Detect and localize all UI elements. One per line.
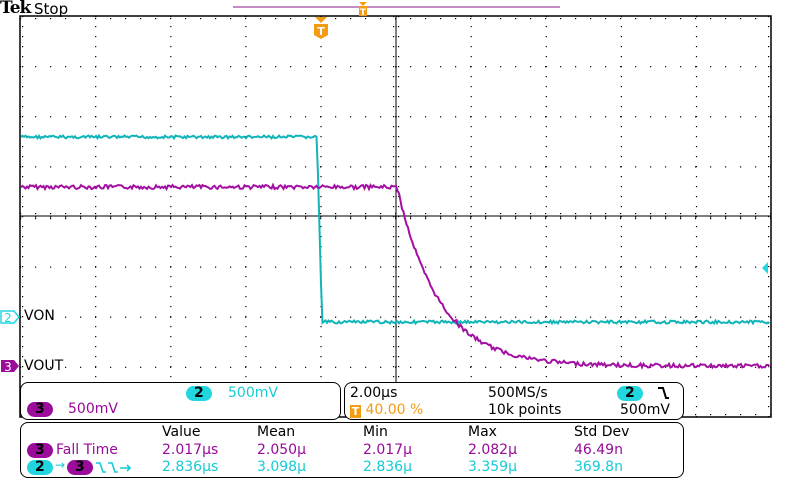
arrow-icon: → bbox=[55, 458, 66, 472]
ch3-label: VOUT bbox=[24, 358, 64, 374]
svg-text:2: 2 bbox=[4, 311, 12, 325]
value: 2.836µs bbox=[162, 459, 219, 475]
ch3-ground-marker-icon: 3 bbox=[1, 360, 19, 374]
svg-text:T: T bbox=[360, 8, 367, 18]
header-max: Max bbox=[468, 424, 497, 440]
time-per-div[interactable]: 2.00µs bbox=[350, 385, 398, 401]
trigger-position-marker-icon: T bbox=[314, 17, 328, 39]
channel-scale-panel[interactable]: 2 500mV 3 500mV bbox=[20, 382, 341, 420]
mean: 3.098µ bbox=[257, 459, 306, 475]
falling-edge-icon bbox=[658, 387, 669, 399]
header-mean: Mean bbox=[257, 424, 296, 440]
svg-text:3: 3 bbox=[4, 360, 12, 374]
header-std-dev: Std Dev bbox=[574, 424, 630, 440]
std-dev: 369.8n bbox=[574, 459, 623, 475]
ch2-scale[interactable]: 500mV bbox=[228, 385, 278, 401]
header-value: Value bbox=[162, 424, 201, 440]
min: 2.017µ bbox=[363, 442, 412, 458]
svg-text:T: T bbox=[317, 25, 325, 38]
ch2-badge[interactable]: 2 bbox=[186, 386, 212, 401]
trigger-icon: T bbox=[350, 405, 361, 418]
trigger-position-value[interactable]: 40.00 % bbox=[365, 402, 424, 418]
source-badge: 2 bbox=[27, 460, 53, 475]
ch2-label: VON bbox=[24, 308, 55, 324]
std-dev: 46.49n bbox=[574, 442, 623, 458]
max: 3.359µ bbox=[468, 459, 517, 475]
mean: 2.050µ bbox=[257, 442, 306, 458]
trigger-level-arrow-icon bbox=[762, 262, 768, 274]
value: 2.017µs bbox=[162, 442, 219, 458]
trigger-position: T 40.00 % bbox=[350, 402, 423, 418]
trigger-level[interactable]: 500mV bbox=[620, 402, 670, 418]
ch3-waveform bbox=[20, 182, 771, 370]
graticule bbox=[20, 16, 772, 418]
max: 2.082µ bbox=[468, 442, 517, 458]
trigger-source-badge[interactable]: 2 bbox=[617, 386, 643, 401]
source-badge: 3 bbox=[27, 443, 53, 458]
sample-rate: 500MS/s bbox=[488, 385, 548, 401]
ch2-ground-marker-icon: 2 bbox=[0, 310, 20, 325]
horizontal-trigger-panel[interactable]: 2.00µs T 40.00 % 500MS/s 10k points 2 50… bbox=[344, 382, 684, 420]
ch3-scale[interactable]: 500mV bbox=[68, 401, 118, 417]
record-length[interactable]: 10k points bbox=[488, 402, 562, 418]
header-min: Min bbox=[363, 424, 388, 440]
acquisition-status: Stop bbox=[34, 0, 69, 18]
ch3-badge[interactable]: 3 bbox=[27, 402, 53, 417]
tek-logo: Tek bbox=[0, 0, 31, 18]
ch2-waveform bbox=[20, 133, 771, 326]
measurements-panel[interactable]: Value Mean Min Max Std Dev 3 Fall Time 2… bbox=[20, 422, 684, 478]
measurement-name: Fall Time bbox=[56, 442, 118, 458]
min: 2.836µ bbox=[363, 459, 412, 475]
falling-falling-delay-icon bbox=[96, 462, 132, 473]
record-trigger-marker-icon: T bbox=[359, 2, 367, 18]
target-badge: 3 bbox=[67, 460, 93, 475]
